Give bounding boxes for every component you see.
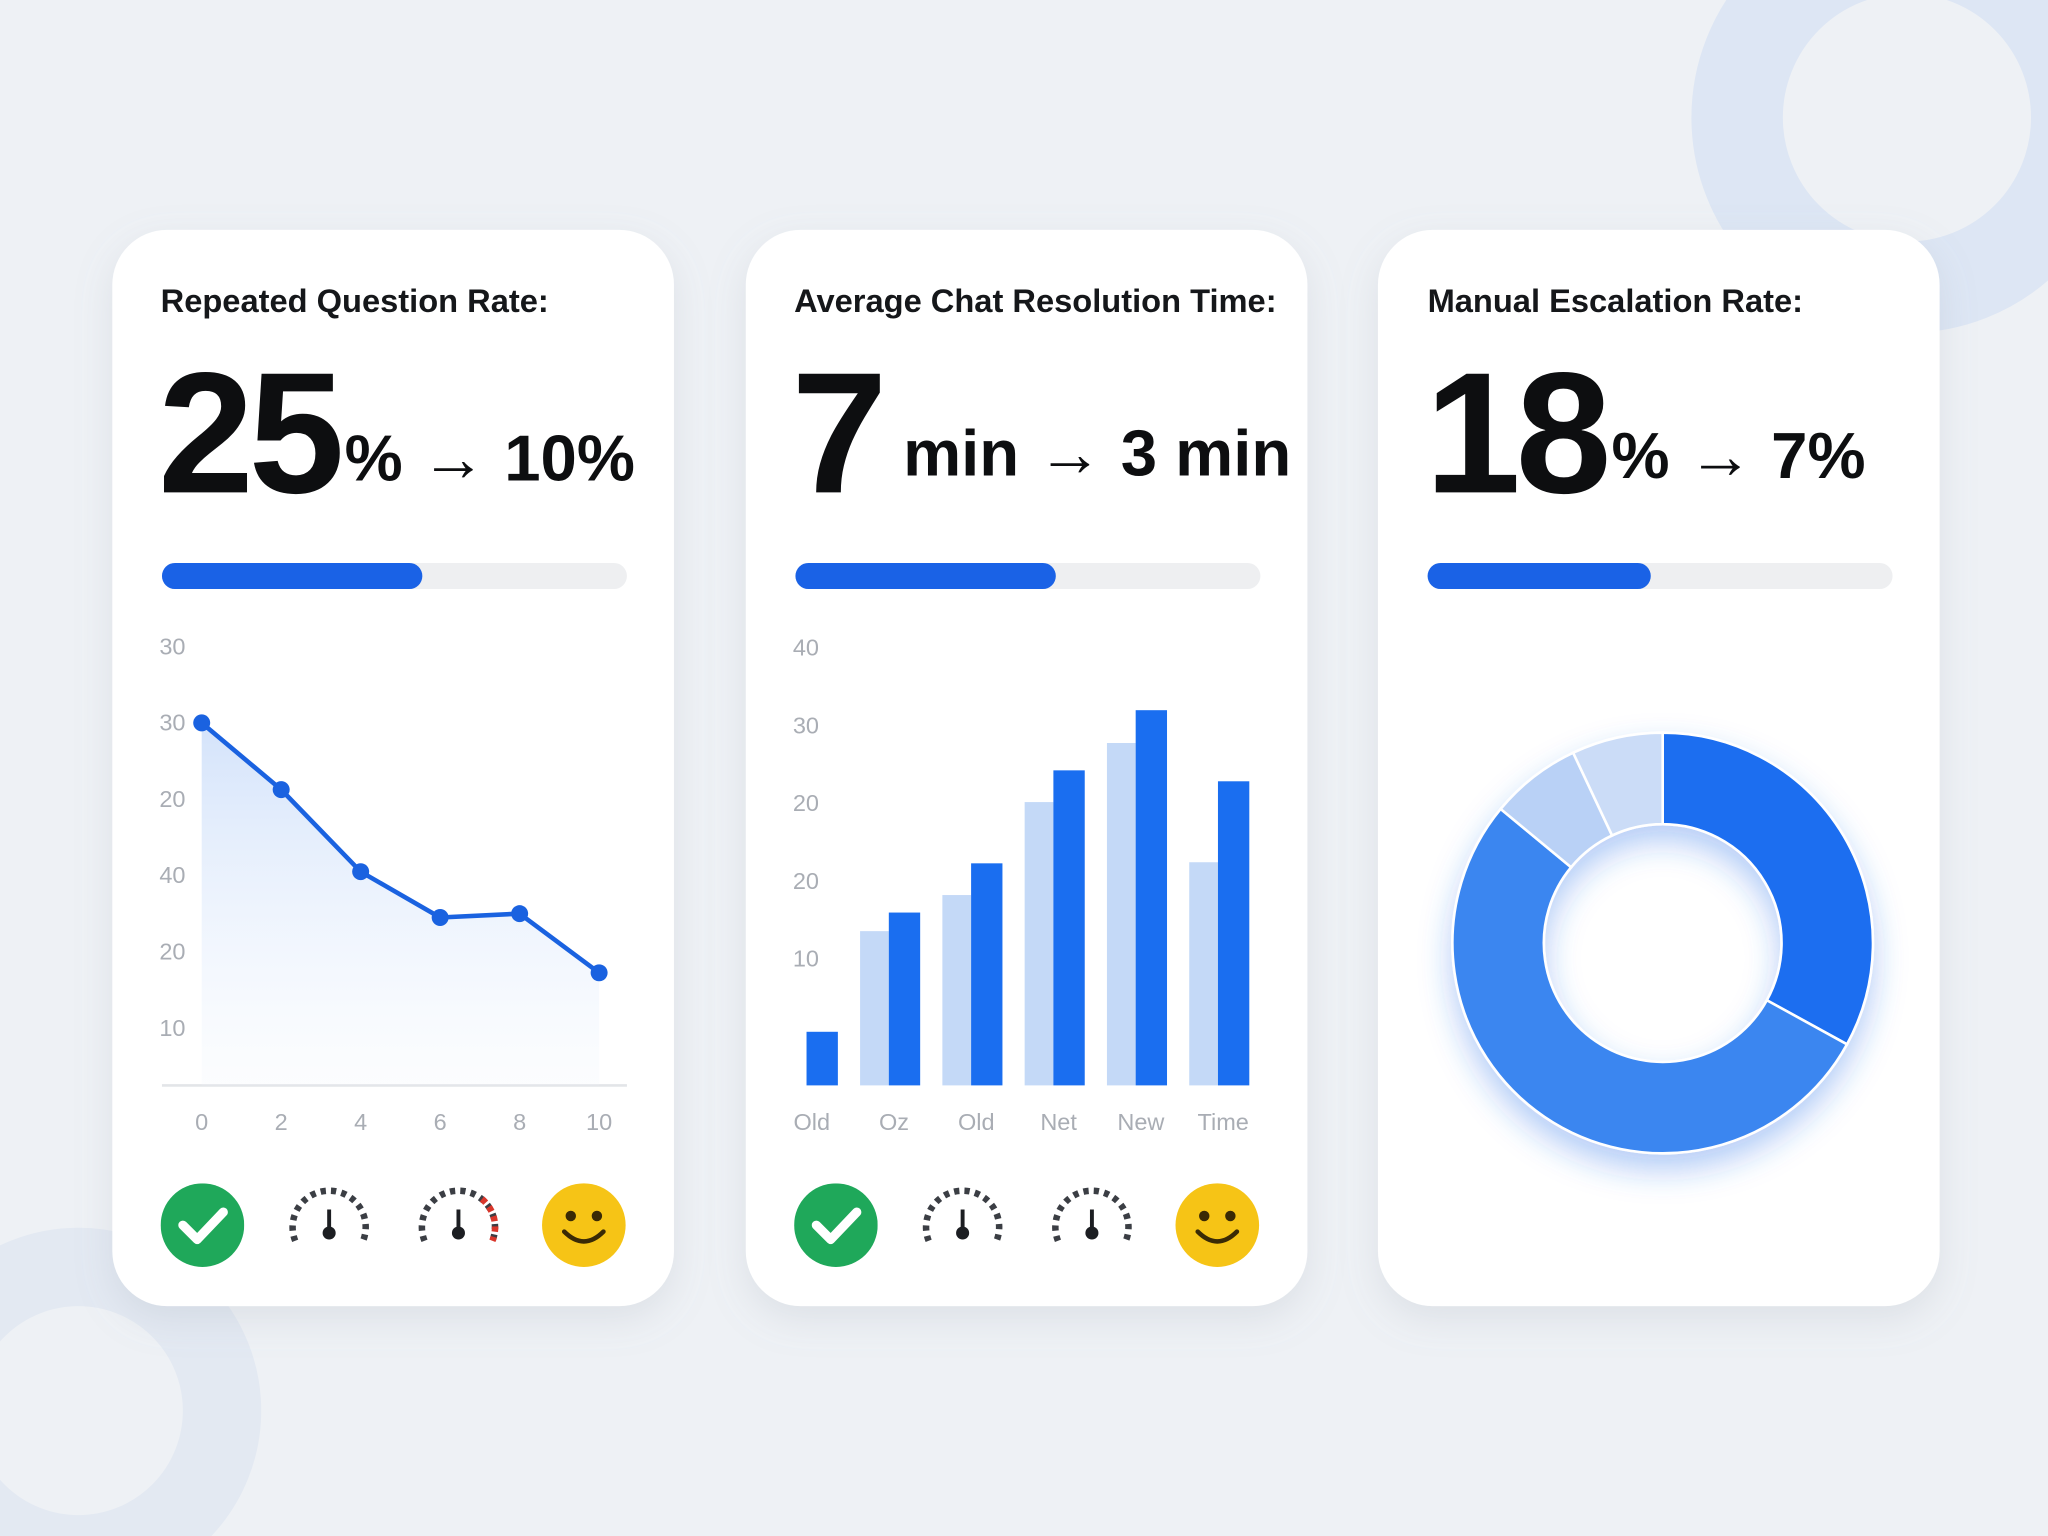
bar: [971, 863, 1003, 1086]
x-tick-label: 6: [434, 1109, 447, 1135]
bar: [1135, 710, 1168, 1086]
donut-segment: [1661, 731, 1875, 1047]
smile-icon: [1176, 1183, 1260, 1267]
x-tick-label: New: [1117, 1109, 1165, 1135]
metric-value: 25: [158, 336, 341, 529]
card-title: Repeated Question Rate:: [161, 282, 549, 319]
card-title: Average Chat Resolution Time:: [794, 282, 1276, 319]
progress-fill: [1427, 562, 1651, 590]
card-metric: 18% → 7%: [1425, 336, 1866, 529]
metric-card: Repeated Question Rate: 25% → 10% 303020…: [112, 229, 674, 1307]
check-icon: [161, 1183, 245, 1267]
y-axis-label: 40: [159, 862, 185, 888]
smile-icon: [542, 1183, 626, 1267]
line-point: [352, 863, 370, 881]
donut: [1451, 731, 1875, 1155]
card-metric: 25% → 10%: [158, 336, 635, 529]
x-tick-label: Net: [1040, 1109, 1077, 1135]
y-axis-label: 10: [793, 946, 819, 972]
metric-card: Average Chat Resolution Time: 7 min → 3 m…: [745, 229, 1308, 1307]
metric-change: % → 7%: [1612, 419, 1866, 492]
x-tick-label: Time: [1198, 1109, 1249, 1135]
y-axis-label: 30: [793, 712, 819, 738]
card-metric: 7 min → 3 min: [792, 336, 1292, 529]
x-tick-label: 0: [195, 1109, 208, 1135]
x-tick-label: 4: [354, 1109, 367, 1135]
y-axis-label: 30: [159, 633, 185, 659]
metric-change: % → 10%: [345, 422, 635, 495]
bar: [942, 895, 972, 1086]
progress-fill: [161, 562, 423, 590]
y-axis-label: 20: [793, 790, 819, 816]
metric-change: min → 3 min: [903, 416, 1291, 489]
line-point: [272, 781, 290, 799]
line: [200, 721, 601, 975]
line-point: [193, 714, 211, 732]
line-point: [511, 905, 529, 923]
metric-value: 7: [792, 336, 883, 529]
bar: [1024, 802, 1054, 1086]
y-axis-label: 20: [793, 868, 819, 894]
check-icon: [794, 1183, 878, 1267]
progress-fill: [795, 562, 1056, 590]
x-tick-label: Old: [793, 1109, 830, 1135]
bar: [1106, 743, 1136, 1086]
y-axis-label: 20: [159, 938, 185, 964]
bar: [1189, 862, 1218, 1086]
card-title: Manual Escalation Rate:: [1428, 282, 1803, 319]
x-tick-label: 10: [586, 1109, 612, 1135]
x-tick-label: 2: [275, 1109, 288, 1135]
y-axis-label: 30: [159, 710, 185, 736]
y-axis-label: 40: [793, 635, 819, 661]
bar: [806, 1031, 838, 1086]
donut-segment: [1571, 731, 1664, 838]
y-axis-label: 20: [159, 786, 185, 812]
bar: [1217, 781, 1250, 1086]
x-tick-label: 8: [513, 1109, 526, 1135]
metric-value: 18: [1425, 336, 1607, 529]
x-tick-label: Old: [958, 1109, 995, 1135]
x-tick-label: Oz: [879, 1109, 909, 1135]
bar: [1053, 770, 1085, 1086]
bar: [888, 912, 921, 1086]
bg-decoration: [0, 1227, 262, 1536]
line-point: [431, 908, 449, 926]
line-point: [590, 964, 608, 982]
metric-card: Manual Escalation Rate: 18% → 7%: [1377, 229, 1940, 1307]
y-axis-label: 10: [159, 1015, 185, 1041]
line-area: [201, 722, 600, 1086]
donut-segment: [1451, 807, 1849, 1155]
bar: [860, 931, 889, 1086]
